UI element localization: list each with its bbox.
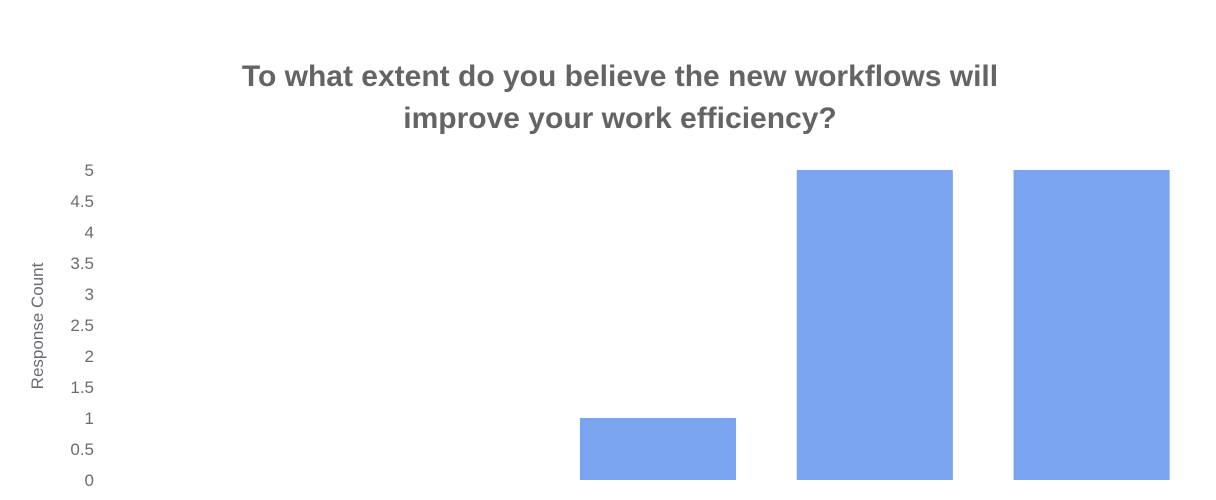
y-tick-label: 0.5 [70, 440, 94, 459]
y-tick-label: 2.5 [70, 316, 94, 335]
y-tick-label: 1 [85, 409, 94, 428]
y-tick-label: 2 [85, 347, 94, 366]
y-tick-label: 1.5 [70, 378, 94, 397]
y-tick-label: 5 [85, 161, 94, 180]
y-tick-label: 0 [85, 471, 94, 490]
y-tick-label: 4.5 [70, 192, 94, 211]
chart-title-line-1: To what extent do you believe the new wo… [241, 60, 999, 93]
y-axis-ticks: 0 0.5 1 1.5 2 2.5 3 3.5 4 4.5 5 [70, 161, 94, 490]
y-tick-label: 4 [85, 223, 94, 242]
y-tick-label: 3.5 [70, 254, 94, 273]
y-tick-label: 3 [85, 285, 94, 304]
chart-title-line-2: improve your work efficiency? [403, 102, 837, 135]
y-axis-label: Response Count [28, 262, 47, 389]
bar [796, 170, 953, 480]
bar [1013, 170, 1170, 480]
bars [579, 170, 1170, 480]
bar [579, 418, 737, 480]
chart-title: To what extent do you believe the new wo… [0, 56, 1216, 140]
